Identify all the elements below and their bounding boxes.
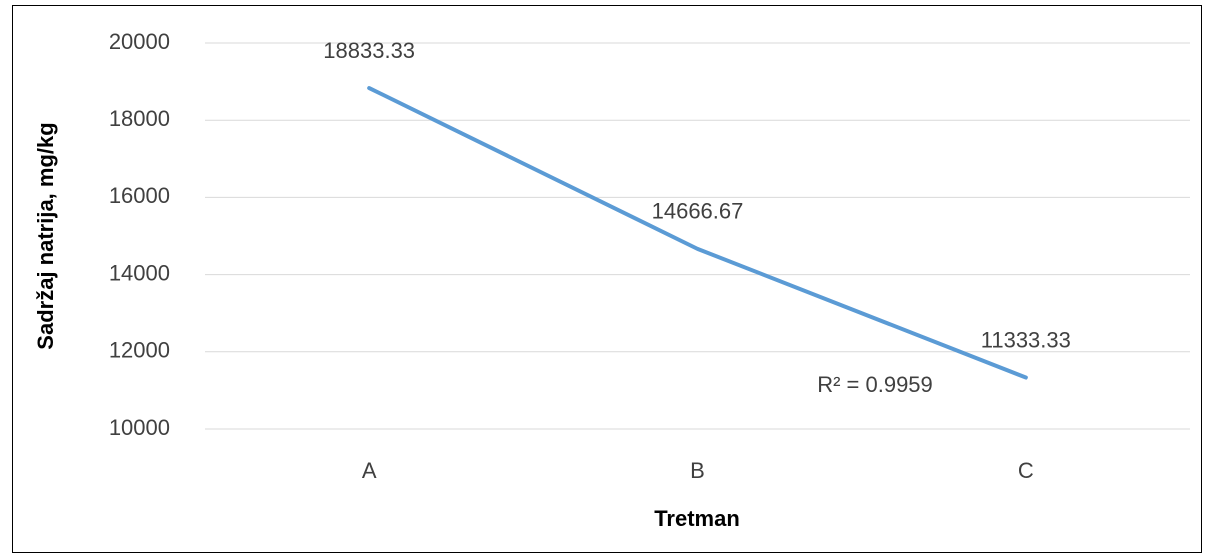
x-tick-label: A [362,458,377,483]
data-label: 14666.67 [652,199,744,224]
x-tick-label: C [1018,458,1034,483]
y-tick-label: 14000 [109,260,170,285]
x-tick-label: B [690,458,705,483]
chart-border [12,5,1202,553]
data-label: 18833.33 [323,38,415,63]
line [367,86,1028,380]
annotation: R² = 0.9959 [817,372,933,397]
data-label: 11333.33 [981,327,1071,352]
y-tick-label: 10000 [109,415,170,440]
y-tick-label: 18000 [109,106,170,131]
y-tick-label: 16000 [109,183,170,208]
y-tick-label: 12000 [109,338,170,363]
y-axis-title: Sadržaj natrija, mg/kg [33,122,58,349]
y-tick-label: 20000 [109,29,170,54]
x-axis-title: Tretman [654,506,740,531]
